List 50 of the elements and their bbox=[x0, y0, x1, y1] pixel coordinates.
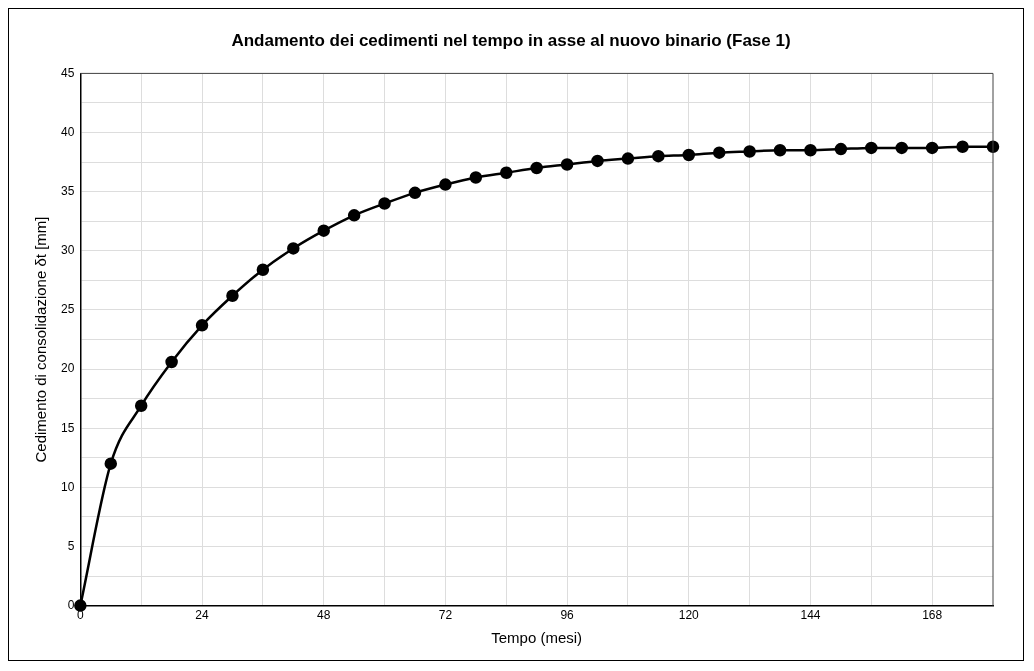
point bbox=[408, 186, 422, 200]
x-tick-label: 24 bbox=[195, 608, 210, 623]
point bbox=[621, 152, 635, 165]
point bbox=[256, 263, 270, 276]
x-tick-label: 120 bbox=[678, 608, 700, 623]
point bbox=[378, 197, 391, 210]
point bbox=[287, 242, 300, 255]
y-tick-label: 20 bbox=[60, 361, 75, 376]
x-tick-label: 96 bbox=[560, 608, 575, 623]
point bbox=[530, 161, 543, 175]
y-axis-title: Cedimento di consolidazione δt [mm] bbox=[32, 216, 50, 463]
point bbox=[439, 178, 452, 191]
point bbox=[956, 140, 969, 153]
point bbox=[560, 158, 574, 171]
point bbox=[743, 145, 756, 158]
point bbox=[226, 289, 239, 302]
point bbox=[317, 224, 330, 237]
point bbox=[652, 149, 665, 163]
chart-title: Andamento dei cedimenti nel tempo in asse al nuovo binario (Fase 1) bbox=[231, 30, 791, 50]
point bbox=[500, 166, 513, 179]
point bbox=[895, 141, 908, 155]
point bbox=[865, 141, 878, 155]
y-tick-label: 35 bbox=[60, 183, 75, 198]
point bbox=[925, 141, 939, 155]
y-tick-label: 5 bbox=[67, 538, 75, 553]
y-tick-label: 45 bbox=[60, 65, 75, 80]
y-tick-label: 40 bbox=[60, 124, 75, 139]
point bbox=[165, 355, 178, 369]
point bbox=[773, 144, 787, 157]
y-tick-label: 15 bbox=[60, 420, 75, 435]
x-tick-label: 144 bbox=[800, 608, 821, 623]
point bbox=[195, 319, 209, 332]
y-tick-label: 30 bbox=[60, 243, 75, 258]
point bbox=[347, 209, 361, 222]
point bbox=[104, 457, 118, 470]
point bbox=[834, 142, 848, 156]
point bbox=[712, 146, 726, 159]
point bbox=[134, 399, 148, 412]
point bbox=[591, 154, 604, 168]
y-tick-label: 25 bbox=[60, 302, 75, 317]
x-axis-title: Tempo (mesi) bbox=[491, 629, 583, 647]
point bbox=[682, 148, 696, 162]
x-tick-label: 168 bbox=[922, 608, 943, 623]
y-tick-label: 10 bbox=[60, 479, 75, 494]
point bbox=[469, 171, 483, 184]
point bbox=[74, 599, 87, 612]
x-tick-label: 72 bbox=[438, 608, 453, 623]
point bbox=[804, 144, 817, 157]
x-tick-label: 48 bbox=[317, 608, 331, 623]
y-tick-label: 0 bbox=[67, 597, 75, 612]
